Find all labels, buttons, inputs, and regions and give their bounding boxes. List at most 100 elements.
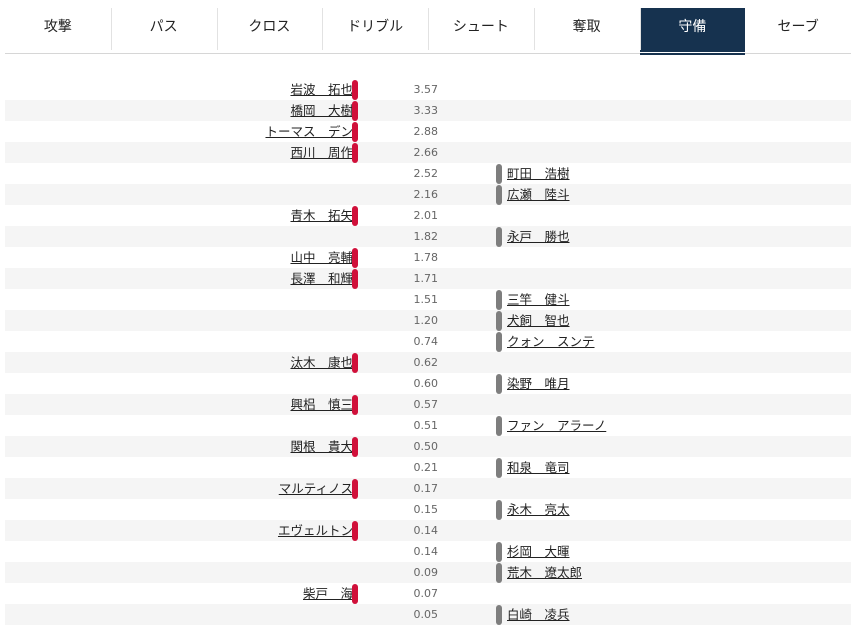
tab-steal[interactable]: 奪取 [533, 8, 640, 52]
home-team-marker [352, 206, 358, 226]
player-row: 広瀬 陸斗 2.16 [5, 184, 851, 205]
stat-value: 2.16 [413, 188, 439, 201]
stat-value: 0.21 [413, 461, 439, 474]
home-player-link[interactable]: 山中 亮輔 [290, 250, 353, 265]
stat-value: 2.66 [413, 146, 439, 159]
away-player-link[interactable]: 和泉 竜司 [507, 460, 570, 475]
home-player-link[interactable]: マルティノス [278, 481, 353, 496]
stat-value: 0.74 [413, 335, 439, 348]
stat-value: 2.01 [413, 209, 439, 222]
player-stat-list: 岩波 拓也 3.57 橋岡 大樹 3.33 トーマス デン 2.88 西川 周作 2.66 町田… [5, 79, 851, 625]
tab-cross[interactable]: クロス [216, 8, 323, 52]
player-row: 染野 唯月 0.60 [5, 373, 851, 394]
stat-value: 0.17 [413, 482, 439, 495]
home-team-marker [352, 101, 358, 121]
stat-value: 2.52 [413, 167, 439, 180]
tab-attack[interactable]: 攻撃 [43, 19, 72, 35]
player-row: 青木 拓矢 2.01 [5, 205, 851, 226]
stat-value: 3.33 [413, 104, 439, 117]
away-team-marker [496, 542, 502, 562]
home-team-marker [352, 269, 358, 289]
player-row: 永木 亮太 0.15 [5, 499, 851, 520]
home-player-link[interactable]: エヴェルトン [277, 523, 353, 538]
home-player-link[interactable]: 岩波 拓也 [290, 82, 353, 97]
home-player-link[interactable]: 青木 拓矢 [290, 208, 353, 223]
player-row: 荒木 遼太郎 0.09 [5, 562, 851, 583]
stat-value: 1.78 [413, 251, 439, 264]
player-row: 町田 浩樹 2.52 [5, 163, 851, 184]
away-team-marker [496, 416, 502, 436]
stat-category-tabs: 攻撃 パス クロス ドリブル シュート 奪取 守備 セーブ [5, 8, 851, 55]
away-player-link[interactable]: 染野 唯月 [507, 376, 570, 391]
away-team-marker [496, 374, 502, 394]
home-player-link[interactable]: 橋岡 大樹 [290, 103, 353, 118]
away-player-link[interactable]: 永木 亮太 [507, 502, 570, 517]
stat-value: 3.57 [413, 83, 439, 96]
away-team-marker [496, 605, 502, 625]
player-row: マルティノス 0.17 [5, 478, 851, 499]
away-team-marker [496, 185, 502, 205]
away-team-marker [496, 458, 502, 478]
home-player-link[interactable]: 関根 貴大 [290, 439, 353, 454]
stat-value: 0.15 [413, 503, 439, 516]
away-player-link[interactable]: 町田 浩樹 [507, 166, 570, 181]
home-player-link[interactable]: トーマス デン [265, 124, 353, 139]
home-team-marker [352, 437, 358, 457]
home-team-marker [352, 521, 358, 541]
home-player-link[interactable]: 西川 周作 [290, 145, 353, 160]
tab-defense[interactable]: 守備 [639, 8, 746, 55]
tab-dribble[interactable]: ドリブル [322, 8, 428, 52]
away-team-marker [496, 332, 502, 352]
away-player-link[interactable]: クォン スンテ [507, 334, 595, 349]
player-row: 柴戸 海 0.07 [5, 583, 851, 604]
tab-pass[interactable]: パス [110, 8, 217, 52]
away-team-marker [496, 311, 502, 331]
away-team-marker [496, 500, 502, 520]
tab-save[interactable]: セーブ [777, 19, 819, 35]
home-team-marker [352, 353, 358, 373]
away-player-link[interactable]: 白崎 凌兵 [507, 607, 570, 622]
away-player-link[interactable]: 広瀬 陸斗 [507, 187, 570, 202]
stat-value: 1.51 [413, 293, 439, 306]
player-row: 岩波 拓也 3.57 [5, 79, 851, 100]
player-row: 永戸 勝也 1.82 [5, 226, 851, 247]
stat-value: 1.71 [413, 272, 439, 285]
away-player-link[interactable]: 杉岡 大暉 [507, 544, 570, 559]
home-team-marker [352, 122, 358, 142]
away-player-link[interactable]: ファン アラーノ [507, 418, 607, 433]
home-team-marker [352, 479, 358, 499]
home-player-link[interactable]: 柴戸 海 [302, 586, 353, 601]
stat-value: 0.14 [413, 545, 439, 558]
stat-value: 0.50 [413, 440, 439, 453]
stat-value: 0.62 [413, 356, 439, 369]
home-player-link[interactable]: 興梠 慎三 [290, 397, 353, 412]
player-row: 汰木 康也 0.62 [5, 352, 851, 373]
stat-value: 2.88 [413, 125, 439, 138]
stat-value: 0.05 [413, 608, 439, 621]
player-row: 橋岡 大樹 3.33 [5, 100, 851, 121]
player-row: 長澤 和輝 1.71 [5, 268, 851, 289]
player-row: 杉岡 大暉 0.14 [5, 541, 851, 562]
away-player-link[interactable]: 荒木 遼太郎 [507, 565, 583, 580]
stat-value: 0.09 [413, 566, 439, 579]
stat-value: 0.57 [413, 398, 439, 411]
away-player-link[interactable]: 三竿 健斗 [507, 292, 570, 307]
home-team-marker [352, 248, 358, 268]
stat-value: 0.60 [413, 377, 439, 390]
tab-shoot[interactable]: シュート [428, 8, 534, 52]
stat-value: 0.51 [413, 419, 439, 432]
home-team-marker [352, 143, 358, 163]
stat-value: 0.07 [413, 587, 439, 600]
away-player-link[interactable]: 犬飼 智也 [507, 313, 570, 328]
home-player-link[interactable]: 長澤 和輝 [290, 271, 353, 286]
away-team-marker [496, 563, 502, 583]
player-row: 三竿 健斗 1.51 [5, 289, 851, 310]
home-player-link[interactable]: 汰木 康也 [290, 355, 353, 370]
player-row: トーマス デン 2.88 [5, 121, 851, 142]
player-row: 関根 貴大 0.50 [5, 436, 851, 457]
player-row: ファン アラーノ 0.51 [5, 415, 851, 436]
player-row: クォン スンテ 0.74 [5, 331, 851, 352]
away-team-marker [496, 227, 502, 247]
away-player-link[interactable]: 永戸 勝也 [507, 229, 570, 244]
away-team-marker [496, 290, 502, 310]
